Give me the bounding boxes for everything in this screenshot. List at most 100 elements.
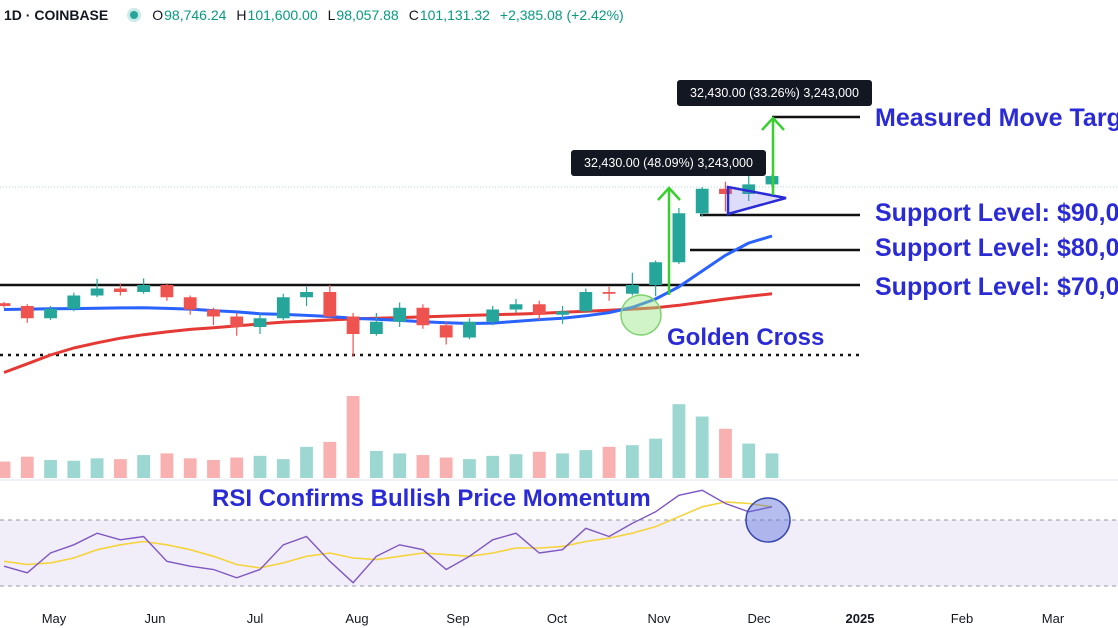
volume-bar <box>532 451 546 478</box>
candle-body <box>532 304 546 315</box>
measure-box-2 <box>677 80 872 106</box>
volume-bar <box>253 455 267 478</box>
candle-body <box>67 295 81 309</box>
x-tick-label: Dec <box>747 611 771 626</box>
candle-body <box>416 307 430 326</box>
open-value: 98,746.24 <box>164 7 227 23</box>
x-tick-label: Jun <box>145 611 166 626</box>
rsi-highlight-circle <box>745 497 791 543</box>
candle-body <box>253 318 267 327</box>
candle-body <box>742 184 756 194</box>
golden-cross-label: Golden Cross <box>667 324 824 351</box>
volume-bar <box>649 438 663 478</box>
volume-bar <box>300 446 313 478</box>
candle-body <box>672 213 686 263</box>
candle-body <box>625 285 639 294</box>
rsi-line <box>3 489 773 584</box>
x-tick-label: Sep <box>446 611 469 626</box>
candle-body <box>486 309 500 322</box>
candle-body <box>276 297 290 319</box>
low-value: 98,057.88 <box>336 7 399 23</box>
volume-bar <box>230 457 244 478</box>
candle-body <box>556 311 569 315</box>
volume-bar <box>90 458 104 478</box>
measure-box-1 <box>571 150 766 176</box>
volume-bar <box>44 459 57 478</box>
ma-200-line <box>3 292 773 374</box>
volume-bar <box>369 450 383 478</box>
change-value: +2,385.08 (+2.42%) <box>499 7 624 23</box>
candle-body <box>183 297 197 310</box>
candle-body <box>230 316 244 327</box>
volume-bar <box>509 454 523 478</box>
candle-body <box>323 292 337 317</box>
golden-cross-marker <box>620 294 662 336</box>
measured-move-label: Measured Move Target <box>875 104 1118 132</box>
volume-bar <box>439 457 453 478</box>
pennant-triangle <box>726 185 787 216</box>
volume-bar <box>67 460 81 478</box>
x-tick-label: Oct <box>547 611 568 626</box>
candle-body <box>509 304 523 310</box>
volume-bar <box>556 453 569 478</box>
x-tick-label: Feb <box>951 611 973 626</box>
candle-body <box>602 292 616 294</box>
x-tick-label: 2025 <box>846 611 875 626</box>
volume-bar <box>719 428 732 478</box>
candle-body <box>44 308 57 319</box>
candle-body <box>113 288 127 292</box>
x-tick-label: Aug <box>345 611 368 626</box>
volume-bar <box>113 459 127 478</box>
volume-bar <box>207 459 220 478</box>
rsi-ma-line <box>3 501 773 569</box>
x-tick-label: Jul <box>247 611 264 626</box>
volume-bar <box>0 461 11 478</box>
volume-bar <box>602 446 616 478</box>
candle-body <box>649 262 663 285</box>
x-tick-label: Mar <box>1042 611 1065 626</box>
volume-bar <box>765 453 779 478</box>
volume-bar <box>695 416 709 478</box>
high-value: 101,600.00 <box>247 7 318 23</box>
candle-body <box>160 285 174 298</box>
volume-bar <box>183 458 197 478</box>
volume-bar <box>346 396 360 478</box>
candle-body <box>300 292 313 298</box>
candle-body <box>137 285 151 292</box>
measure-box-1-text: 32,430.00 (48.09%) 3,243,000 <box>584 156 753 170</box>
support-label-70k: Support Level: $70,000 <box>875 273 1118 301</box>
support-label-90k: Support Level: $90,000 <box>875 199 1118 227</box>
volume-bar <box>160 453 174 478</box>
candle-body <box>463 321 476 338</box>
symbol-label: 1D · COINBASE <box>4 7 109 23</box>
candle-body <box>207 309 220 317</box>
support-label-80k: Support Level: $80,000 <box>875 234 1118 262</box>
high-label: H <box>236 7 247 23</box>
volume-bar <box>276 459 290 478</box>
low-label: L <box>327 7 336 23</box>
market-open-icon <box>130 11 139 19</box>
symbol-header: 1D · COINBASE O 98,746.24 H 101,600.00 L… <box>0 4 634 26</box>
volume-bar <box>463 459 476 478</box>
close-value: 101,131.32 <box>419 7 490 23</box>
candle-body <box>369 321 383 334</box>
candle-body <box>719 188 732 194</box>
measure-box-2-text: 32,430.00 (33.26%) 3,243,000 <box>690 86 859 100</box>
volume-bar <box>323 441 337 478</box>
ma-50-line <box>3 234 773 325</box>
volume-bar <box>672 404 686 478</box>
volume-bar <box>416 455 430 478</box>
open-label: O <box>152 7 164 23</box>
candle-body <box>20 306 34 319</box>
candle-body <box>90 288 104 296</box>
candle-body <box>579 292 593 312</box>
candle-body <box>439 325 453 338</box>
candle-body <box>695 188 709 214</box>
close-label: C <box>408 7 419 23</box>
volume-bar <box>393 453 407 478</box>
rsi-label: RSI Confirms Bullish Price Momentum <box>212 485 651 512</box>
rsi-band <box>0 520 1118 586</box>
volume-bar <box>20 456 34 478</box>
volume-bar <box>625 445 639 478</box>
